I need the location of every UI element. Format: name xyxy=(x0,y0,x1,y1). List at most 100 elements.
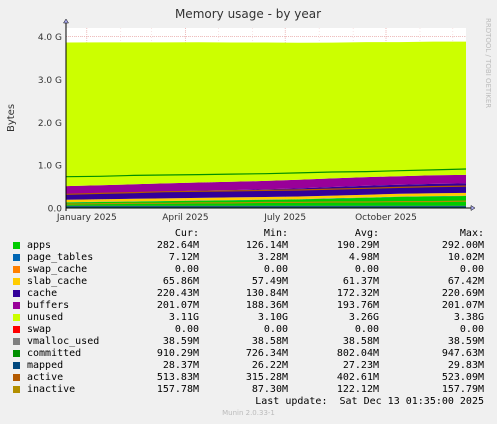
legend-row-swap-cache: swap_cache 0.00 0.00 0.00 0.00 xyxy=(0,264,497,276)
y-tick-label: 0.0 xyxy=(48,205,63,215)
legend-value-cur: 65.86M xyxy=(162,276,199,287)
axes: 0.0 1.0 G 2.0 G 3.0 G 4.0 G January 2025 April… xyxy=(38,18,476,223)
legend-value-max: 0.00 xyxy=(459,264,484,275)
legend-value-cur: 513.83M xyxy=(156,372,199,383)
legend-row-slab-cache: slab_cache 65.86M 57.49M 61.37M 67.42M xyxy=(0,276,497,288)
legend-value-avg: 38.58M xyxy=(342,336,379,347)
legend-value-cur: 7.12M xyxy=(168,252,199,263)
legend-value-avg: 402.61M xyxy=(336,372,379,383)
legend-value-cur: 157.78M xyxy=(156,384,199,395)
legend-value-max: 38.59M xyxy=(447,336,484,347)
chart: 0.0 1.0 G 2.0 G 3.0 G 4.0 G January 2025 April… xyxy=(6,7,492,223)
legend-swatch xyxy=(13,302,20,309)
legend-value-max: 29.83M xyxy=(447,360,484,371)
legend-value-min: 315.28M xyxy=(245,372,288,383)
y-axis-arrow xyxy=(63,18,69,24)
legend-value-min: 0.00 xyxy=(263,324,288,335)
legend-row-apps: apps 282.64M 126.14M 190.29M 292.00M xyxy=(0,240,497,252)
legend-value-avg: 172.32M xyxy=(336,288,379,299)
legend-swatch xyxy=(13,278,20,285)
legend-value-avg: 190.29M xyxy=(336,240,379,251)
x-tick-label: October 2025 xyxy=(355,213,417,223)
legend-label: swap_cache xyxy=(27,264,88,275)
legend-value-max: 947.63M xyxy=(441,348,484,359)
legend-row-vmalloc-used: vmalloc_used 38.59M 38.58M 38.58M 38.59M xyxy=(0,336,497,348)
legend-value-avg: 0.00 xyxy=(354,264,379,275)
legend-value-cur: 282.64M xyxy=(156,240,199,251)
y-tick-label: 2.0 G xyxy=(38,119,62,129)
legend-row-swap: swap 0.00 0.00 0.00 0.00 xyxy=(0,324,497,336)
header-avg: Avg: xyxy=(354,228,379,239)
legend-value-min: 0.00 xyxy=(263,264,288,275)
legend-header: Cur: Min: Avg: Max: xyxy=(0,228,497,240)
area-buffers xyxy=(66,174,466,195)
x-tick-label: January 2025 xyxy=(56,213,117,223)
legend-value-min: 3.28M xyxy=(257,252,288,263)
legend-value-max: 10.02M xyxy=(447,252,484,263)
legend-swatch xyxy=(13,290,20,297)
legend-value-cur: 3.11G xyxy=(168,312,199,323)
line-committed xyxy=(65,168,467,178)
header-cur: Cur: xyxy=(174,228,199,239)
legend-row-cache: cache 220.43M 130.84M 172.32M 220.69M xyxy=(0,288,497,300)
legend-value-min: 726.34M xyxy=(245,348,288,359)
legend-label: unused xyxy=(27,312,64,323)
legend-row-page-tables: page_tables 7.12M 3.28M 4.98M 10.02M xyxy=(0,252,497,264)
legend-value-min: 26.22M xyxy=(251,360,288,371)
legend-swatch xyxy=(13,254,20,261)
legend-row-active: active 513.83M 315.28M 402.61M 523.09M xyxy=(0,372,497,384)
legend-value-cur: 28.37M xyxy=(162,360,199,371)
x-tick-label: April 2025 xyxy=(162,213,208,223)
legend-value-max: 292.00M xyxy=(441,240,484,251)
legend-value-avg: 27.23M xyxy=(342,360,379,371)
line-active xyxy=(65,185,467,195)
legend-value-max: 157.79M xyxy=(441,384,484,395)
legend-label: swap xyxy=(27,324,52,335)
legend-value-max: 0.00 xyxy=(459,324,484,335)
x-axis-arrow xyxy=(470,205,476,211)
y-tick-label: 4.0 G xyxy=(38,33,62,43)
legend-label: apps xyxy=(27,240,52,251)
legend-value-max: 201.07M xyxy=(441,300,484,311)
legend-swatch xyxy=(13,326,20,333)
area-slab-cache xyxy=(66,192,466,203)
legend-label: committed xyxy=(27,348,82,359)
legend-row-committed: committed 910.29M 726.34M 802.04M 947.63M xyxy=(0,348,497,360)
header-max: Max: xyxy=(459,228,484,239)
legend-swatch xyxy=(13,350,20,357)
x-tick-label: July 2025 xyxy=(263,213,306,223)
y-tick-label: 1.0 G xyxy=(38,162,62,172)
legend-value-cur: 201.07M xyxy=(156,300,199,311)
legend-label: inactive xyxy=(27,384,76,395)
legend-label: page_tables xyxy=(27,252,94,263)
legend-value-min: 38.58M xyxy=(251,336,288,347)
legend-value-avg: 193.76M xyxy=(336,300,379,311)
legend-label: vmalloc_used xyxy=(27,336,100,347)
legend-row-unused: unused 3.11G 3.10G 3.26G 3.38G xyxy=(0,312,497,324)
munin-version: Munin 2.0.33-1 xyxy=(222,409,275,417)
legend-swatch xyxy=(13,314,20,321)
legend-value-max: 523.09M xyxy=(441,372,484,383)
legend-label: buffers xyxy=(27,300,70,311)
area-unused xyxy=(66,41,466,187)
legend-label: slab_cache xyxy=(27,276,88,287)
legend-value-min: 188.36M xyxy=(245,300,288,311)
header-min: Min: xyxy=(263,228,288,239)
legend-value-max: 67.42M xyxy=(447,276,484,287)
legend-value-avg: 802.04M xyxy=(336,348,379,359)
line-series xyxy=(65,168,467,208)
legend-value-min: 130.84M xyxy=(245,288,288,299)
legend-swatch xyxy=(13,242,20,249)
legend-value-avg: 4.98M xyxy=(348,252,379,263)
legend-value-min: 3.10G xyxy=(257,312,288,323)
legend-value-min: 126.14M xyxy=(245,240,288,251)
rrdtool-watermark: RRDTOOL / TOBI OETIKER xyxy=(484,18,492,108)
y-tick-label: 3.0 G xyxy=(38,76,62,86)
legend-value-max: 220.69M xyxy=(441,288,484,299)
legend-value-avg: 61.37M xyxy=(342,276,379,287)
legend-value-avg: 0.00 xyxy=(354,324,379,335)
area-page-tables xyxy=(66,195,466,203)
legend-row-mapped: mapped 28.37M 26.22M 27.23M 29.83M xyxy=(0,360,497,372)
legend-swatch xyxy=(13,266,20,273)
legend-label: mapped xyxy=(27,360,64,371)
